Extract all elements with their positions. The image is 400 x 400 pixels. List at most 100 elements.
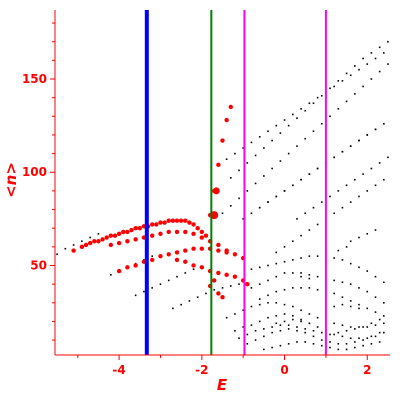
red-point [199,235,205,240]
black-point [370,322,373,325]
black-point [221,212,224,215]
black-point [329,341,331,343]
black-point [337,108,340,110]
black-point [349,283,352,285]
black-point [250,141,253,144]
black-point [287,152,290,155]
black-point [304,212,307,215]
red-point [174,229,180,235]
black-point [300,320,302,323]
black-point [258,303,261,306]
black-point [275,275,278,278]
black-point [333,333,335,336]
black-point [283,272,286,274]
black-point [267,316,269,319]
x-axis-label: E [217,376,228,394]
black-point [329,87,331,90]
black-point [292,113,294,116]
black-point [246,162,249,164]
black-point [250,212,253,215]
black-point [333,305,335,308]
red-point [96,239,101,244]
red-point [199,265,205,270]
red-point [183,248,188,253]
black-point [316,275,319,278]
black-point [320,331,323,334]
red-point [104,235,109,240]
red-point [125,265,130,270]
black-point [337,190,340,192]
black-point [296,326,298,328]
black-point [345,329,348,332]
black-point [345,246,348,248]
red-point [71,248,76,253]
black-point [287,328,290,330]
black-point [229,285,232,287]
black-point [312,343,315,345]
black-point [97,232,100,235]
black-point [312,102,315,105]
red-point [183,218,188,223]
black-point [250,268,253,271]
black-point [366,134,369,136]
black-point [267,130,269,133]
black-point [81,240,83,243]
black-point [341,324,344,326]
red-point [245,281,250,287]
black-point [167,279,170,282]
red-point [121,229,126,235]
red-point [203,233,209,238]
red-point [187,220,192,225]
red-point [133,263,138,268]
black-point [316,316,319,319]
black-point [358,303,360,306]
black-point [254,329,257,332]
black-point [234,313,236,315]
black-point [263,175,265,177]
black-point [263,348,265,351]
red-point [87,240,93,246]
black-point [275,301,278,304]
red-point [199,229,205,235]
black-point [374,184,377,187]
black-point [333,257,335,259]
black-point [283,246,286,248]
black-point [374,335,377,338]
black-point [292,305,294,308]
black-point [250,324,253,326]
black-point [378,162,381,164]
black-point [254,339,257,341]
black-point [246,333,249,336]
red-point [79,244,85,250]
black-point [358,195,360,198]
black-point [320,344,323,347]
black-point [333,85,335,88]
red-point [216,248,221,253]
black-point [382,122,385,125]
black-point [329,115,331,118]
red-point [199,246,205,251]
black-point [238,337,240,340]
red-point [216,242,221,248]
y-tick-label: 150 [22,72,47,86]
x-tick-label: -4 [112,363,125,377]
black-point [341,80,344,82]
black-point [304,137,307,140]
black-point [341,296,344,298]
black-point [151,287,153,289]
red-point [149,222,155,227]
black-point [320,339,323,341]
black-point [337,249,340,252]
black-point [358,266,360,269]
red-point [149,257,155,263]
black-point [308,173,311,175]
black-point [329,346,331,349]
black-point [296,145,298,147]
black-point [287,343,290,345]
black-point [354,341,356,343]
black-point [374,57,377,60]
black-point [246,343,249,345]
black-point [242,147,244,149]
black-point [366,190,369,192]
red-point [158,220,163,225]
